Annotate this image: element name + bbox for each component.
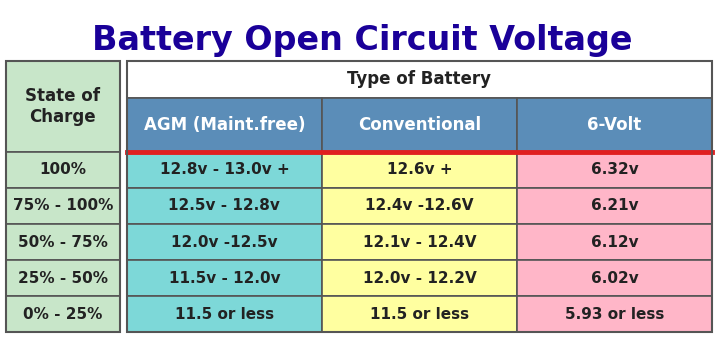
Bar (127, 61, 712, 98)
Text: 11.5 or less: 11.5 or less (175, 307, 274, 322)
Text: AGM (Maint.free): AGM (Maint.free) (144, 116, 305, 134)
Text: 6.02v: 6.02v (591, 271, 638, 286)
Bar (127, 224, 322, 260)
Text: 50% - 75%: 50% - 75% (18, 235, 107, 250)
Bar (127, 188, 322, 224)
Bar (127, 152, 322, 188)
Text: 11.5 or less: 11.5 or less (370, 307, 469, 322)
Bar (127, 61, 712, 332)
Bar (6, 224, 120, 260)
Bar (6, 188, 120, 224)
Text: Type of Battery: Type of Battery (347, 70, 492, 88)
Bar (517, 188, 712, 224)
Text: 12.6v +: 12.6v + (386, 162, 452, 177)
Bar (322, 98, 517, 152)
Bar (322, 296, 517, 332)
Bar (322, 152, 517, 188)
Bar (322, 224, 517, 260)
Bar (6, 152, 120, 188)
Bar (6, 61, 120, 332)
Text: 6.12v: 6.12v (591, 235, 638, 250)
Text: 25% - 50%: 25% - 50% (17, 271, 108, 286)
Text: 6.21v: 6.21v (591, 198, 638, 214)
Bar (517, 152, 712, 188)
Text: 12.0v -12.5v: 12.0v -12.5v (171, 235, 278, 250)
Bar (127, 296, 322, 332)
Text: 12.1v - 12.4V: 12.1v - 12.4V (362, 235, 476, 250)
Bar (127, 260, 322, 296)
Bar (127, 98, 322, 152)
Bar (517, 98, 712, 152)
Text: 5.93 or less: 5.93 or less (565, 307, 664, 322)
Bar (517, 260, 712, 296)
Text: 11.5v - 12.0v: 11.5v - 12.0v (169, 271, 280, 286)
Text: 12.8v - 13.0v +: 12.8v - 13.0v + (160, 162, 289, 177)
Text: 12.0v - 12.2V: 12.0v - 12.2V (362, 271, 476, 286)
Bar (322, 260, 517, 296)
Bar (6, 61, 120, 152)
Text: State of
Charge: State of Charge (25, 87, 100, 126)
Text: 12.5v - 12.8v: 12.5v - 12.8v (168, 198, 281, 214)
Text: 75% - 100%: 75% - 100% (12, 198, 113, 214)
Bar (517, 224, 712, 260)
Bar (322, 188, 517, 224)
Text: 0% - 25%: 0% - 25% (23, 307, 102, 322)
Bar (6, 260, 120, 296)
Bar (517, 296, 712, 332)
Bar (6, 296, 120, 332)
Text: 6.32v: 6.32v (591, 162, 638, 177)
Text: 6-Volt: 6-Volt (587, 116, 642, 134)
Text: 100%: 100% (39, 162, 86, 177)
Text: Conventional: Conventional (358, 116, 481, 134)
Text: Battery Open Circuit Voltage: Battery Open Circuit Voltage (92, 24, 633, 57)
Text: 12.4v -12.6V: 12.4v -12.6V (365, 198, 473, 214)
